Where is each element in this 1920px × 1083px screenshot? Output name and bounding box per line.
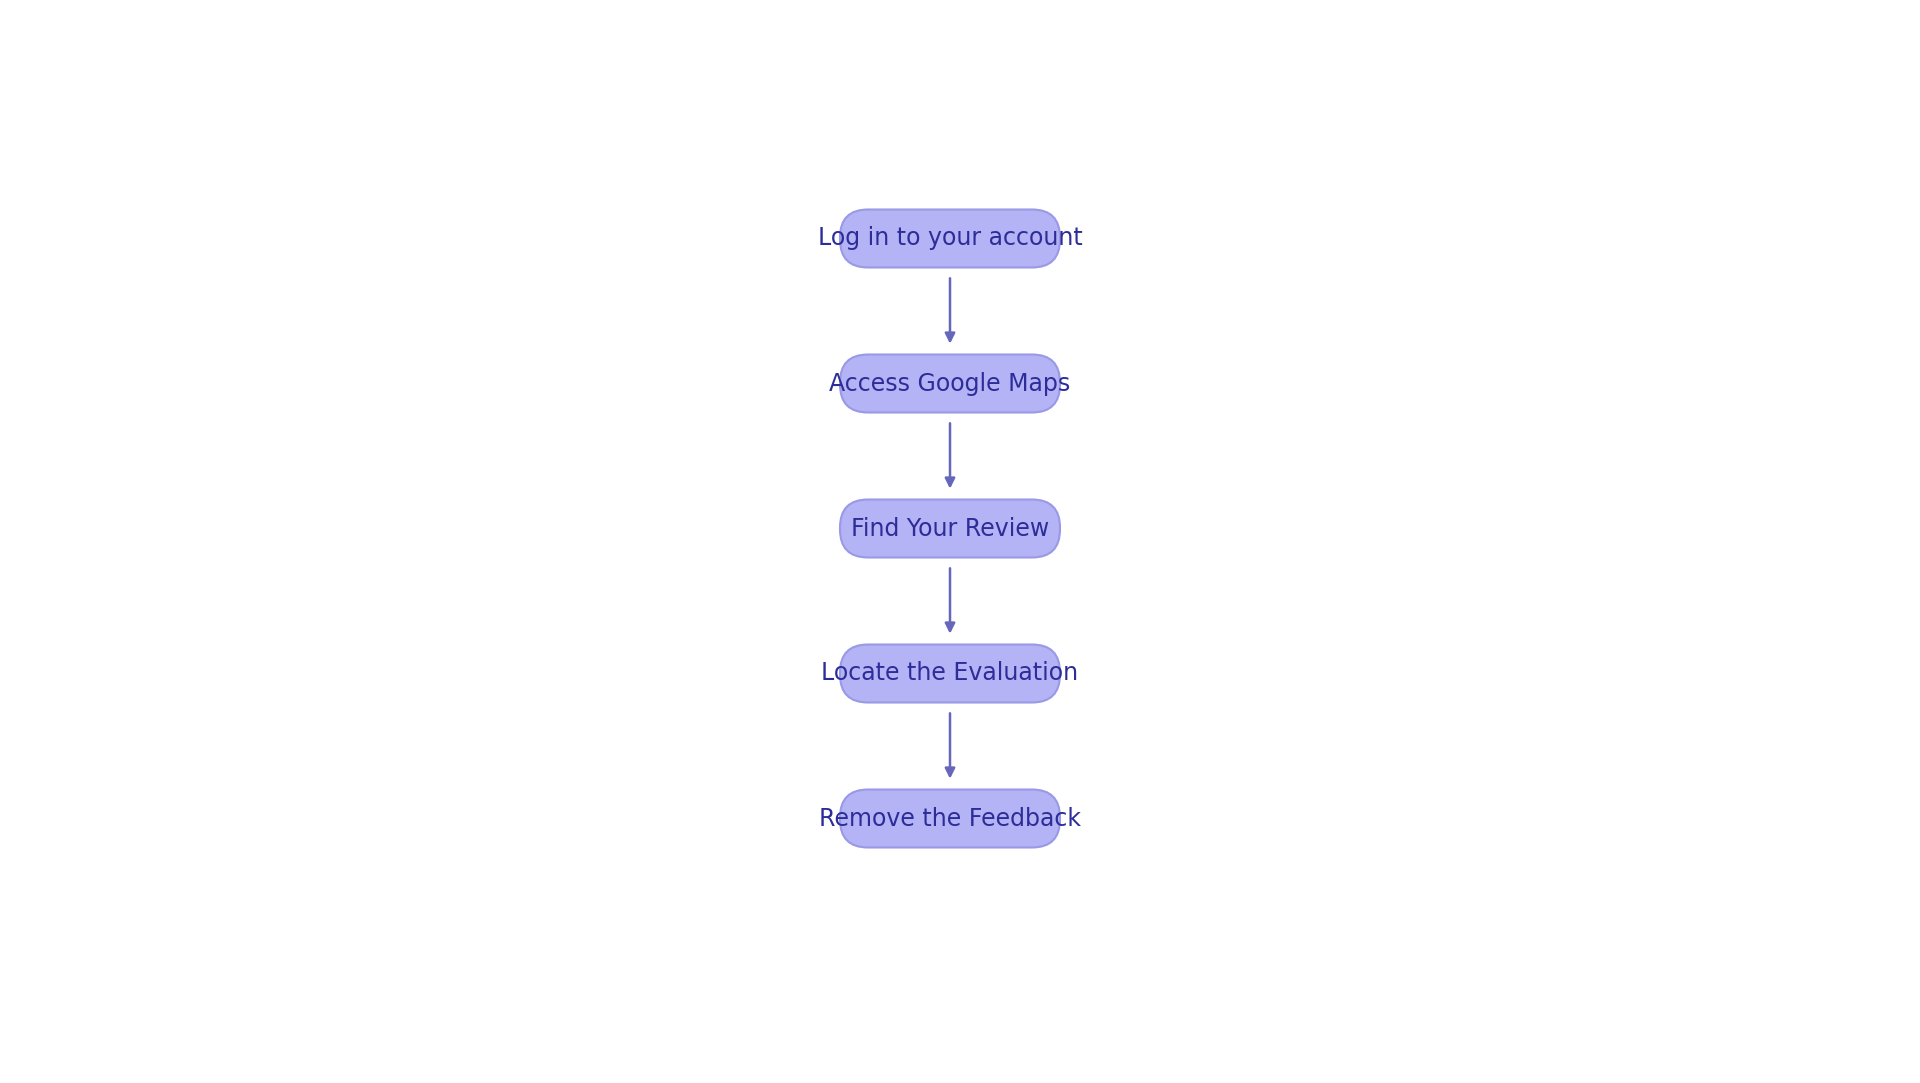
FancyBboxPatch shape xyxy=(841,354,1060,413)
FancyBboxPatch shape xyxy=(841,790,1060,848)
FancyBboxPatch shape xyxy=(841,209,1060,268)
FancyBboxPatch shape xyxy=(841,499,1060,558)
Text: Access Google Maps: Access Google Maps xyxy=(829,371,1071,395)
Text: Log in to your account: Log in to your account xyxy=(818,226,1083,250)
Text: Locate the Evaluation: Locate the Evaluation xyxy=(822,662,1079,686)
Text: Remove the Feedback: Remove the Feedback xyxy=(820,807,1081,831)
FancyBboxPatch shape xyxy=(841,644,1060,703)
Text: Find Your Review: Find Your Review xyxy=(851,517,1048,540)
